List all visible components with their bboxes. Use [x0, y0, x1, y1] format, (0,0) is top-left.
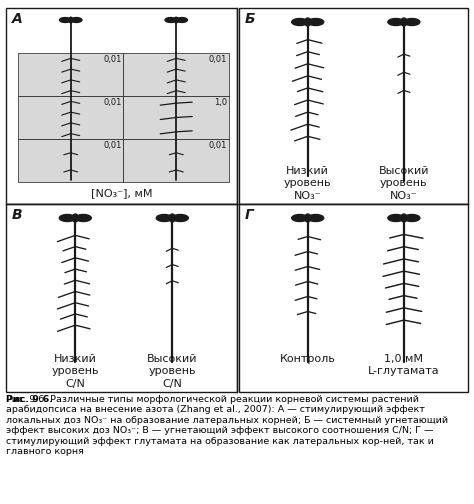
Text: 1,0: 1,0	[214, 98, 227, 107]
Ellipse shape	[292, 215, 308, 221]
Bar	[124, 139, 229, 182]
Text: 0,01: 0,01	[103, 55, 121, 64]
Ellipse shape	[292, 19, 308, 26]
Text: Рис. 9.6. Различные типы морфологической реакции корневой системы растений араби: Рис. 9.6. Различные типы морфологической…	[0, 503, 1, 504]
Text: Высокий
уровень
NO₃⁻: Высокий уровень NO₃⁻	[379, 166, 429, 201]
Text: А: А	[12, 12, 23, 26]
Ellipse shape	[173, 215, 188, 221]
Ellipse shape	[404, 19, 420, 26]
Ellipse shape	[401, 18, 407, 26]
Bar	[239, 204, 468, 392]
Text: Рис. 9.6. Различные типы морфологической реакции корневой системы растений араби: Рис. 9.6. Различные типы морфологической…	[6, 395, 448, 456]
Text: [NO₃⁻], мМ: [NO₃⁻], мМ	[91, 188, 152, 198]
Text: Г: Г	[245, 208, 254, 222]
Ellipse shape	[59, 215, 75, 221]
Text: Б: Б	[245, 12, 255, 26]
Ellipse shape	[404, 215, 420, 221]
Text: 0,01: 0,01	[209, 55, 227, 64]
Ellipse shape	[176, 18, 187, 23]
Ellipse shape	[401, 214, 407, 222]
Text: 0,01: 0,01	[103, 141, 121, 150]
Text: 1,0 мМ
L-глутамата: 1,0 мМ L-глутамата	[368, 354, 440, 376]
Bar	[18, 53, 124, 96]
Text: Рис. 9.6.: Рис. 9.6.	[0, 503, 1, 504]
Bar	[124, 53, 229, 96]
Text: Рис. 9.6.: Рис. 9.6.	[6, 395, 53, 404]
Ellipse shape	[388, 19, 404, 26]
Ellipse shape	[305, 18, 310, 26]
Ellipse shape	[75, 215, 91, 221]
Ellipse shape	[305, 214, 310, 222]
Text: Низкий
уровень
NO₃⁻: Низкий уровень NO₃⁻	[284, 166, 331, 201]
Ellipse shape	[60, 18, 71, 23]
Text: В: В	[12, 208, 23, 222]
Bar	[124, 96, 229, 139]
Text: 0,01: 0,01	[209, 141, 227, 150]
Bar	[6, 8, 237, 204]
Ellipse shape	[73, 214, 78, 222]
Bar	[18, 96, 124, 139]
Ellipse shape	[69, 17, 73, 23]
Bar	[6, 204, 237, 392]
Bar	[18, 139, 124, 182]
Text: Контроль: Контроль	[280, 354, 336, 364]
Ellipse shape	[71, 18, 82, 23]
Ellipse shape	[174, 17, 178, 23]
Text: Низкий
уровень
C/N: Низкий уровень C/N	[52, 354, 99, 389]
Ellipse shape	[169, 214, 175, 222]
Text: 0,01: 0,01	[103, 98, 121, 107]
Ellipse shape	[308, 19, 324, 26]
Ellipse shape	[388, 215, 404, 221]
Ellipse shape	[165, 18, 176, 23]
Ellipse shape	[156, 215, 173, 221]
Bar	[239, 8, 468, 204]
Ellipse shape	[308, 215, 324, 221]
Text: Высокий
уровень
C/N: Высокий уровень C/N	[147, 354, 198, 389]
